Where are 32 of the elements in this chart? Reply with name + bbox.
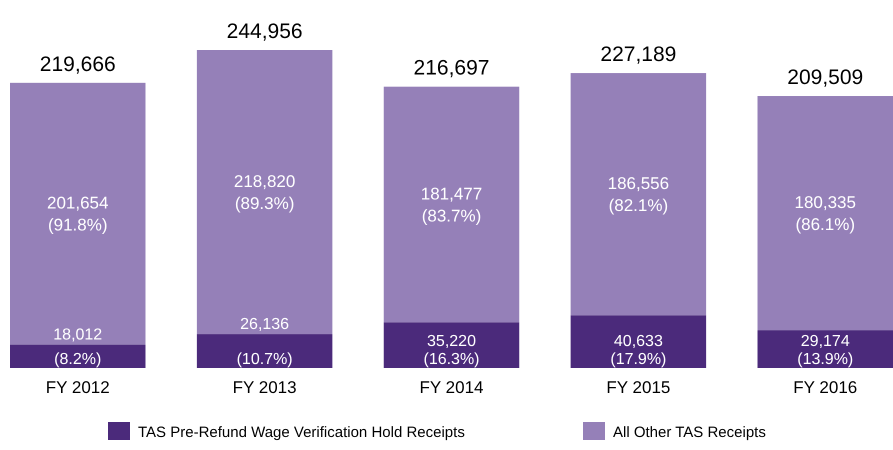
total-label: 209,509 (787, 66, 864, 90)
total-label: 227,189 (600, 43, 676, 66)
x-tick-label: FY 2015 (606, 378, 670, 397)
data-label: 26,136 (10.7%) (236, 316, 293, 368)
total-label: 244,956 (226, 20, 303, 43)
data-label: 181,477 (83.7%) (420, 184, 482, 226)
bar (758, 330, 893, 368)
x-tick-label: FY 2016 (793, 378, 858, 397)
data-label: 35,220 (16.3%) (423, 333, 480, 368)
bar (570, 73, 706, 316)
data-label: 29,174 (13.9%) (797, 333, 854, 368)
bar (196, 50, 332, 334)
bar (10, 344, 146, 368)
bar (384, 322, 520, 368)
bar (10, 82, 146, 345)
x-tick-label: FY 2013 (232, 378, 297, 397)
data-label: 40,633 (17.9%) (610, 333, 666, 368)
bar (570, 315, 706, 368)
total-label: 219,666 (40, 52, 116, 76)
bar (384, 86, 520, 322)
data-label: 218,820 (89.3%) (234, 172, 296, 214)
total-label: 216,697 (414, 56, 490, 80)
legend-label: All Other TAS Receipts (613, 424, 766, 441)
bar (196, 334, 332, 368)
bar (758, 96, 893, 330)
data-label: 18,012 (8.2%) (53, 326, 102, 368)
legend-label: TAS Pre-Refund Wage Verification Hold Receipts (138, 424, 465, 441)
data-label: 201,654 (91.8%) (47, 194, 108, 235)
x-tick-label: FY 2012 (46, 378, 110, 397)
data-label: 186,556 (82.1%) (608, 174, 670, 216)
x-tick-label: FY 2014 (420, 378, 484, 397)
data-label: 180,335 (86.1%) (794, 193, 856, 234)
